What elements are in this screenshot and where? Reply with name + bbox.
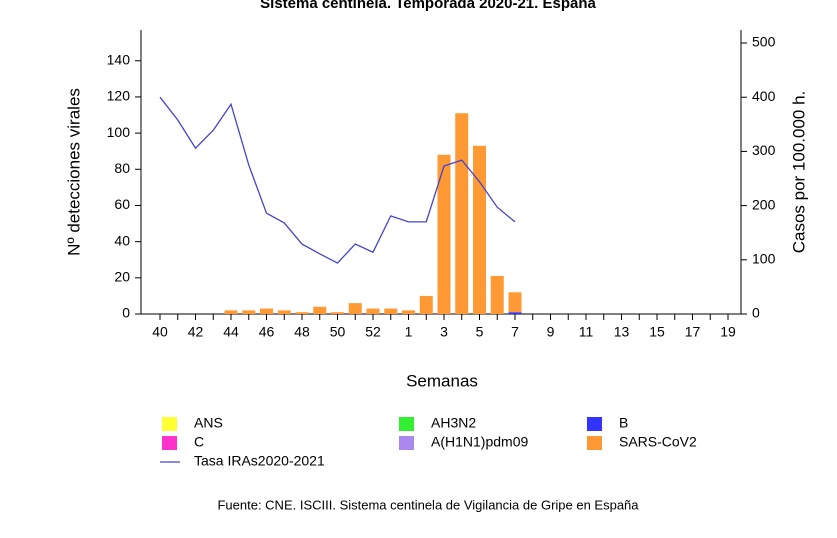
legend-label: C: [194, 434, 204, 450]
bar: [402, 310, 415, 314]
bar: [508, 312, 522, 314]
legend-label: B: [619, 415, 628, 431]
y-axis-label: Nº detecciones virales: [64, 88, 83, 256]
bar: [455, 113, 469, 314]
bar: [242, 310, 256, 314]
y2-tick-label: 500: [752, 34, 776, 50]
x-tick-label: 1: [405, 324, 413, 340]
legend-label: Tasa IRAs2020-2021: [194, 453, 325, 469]
bar: [384, 308, 398, 314]
x-tick-label: 50: [330, 324, 346, 340]
x-tick-label: 11: [579, 324, 594, 340]
y-tick-label: 80: [114, 160, 130, 176]
x-tick-label: 13: [614, 324, 630, 340]
y2-tick-label: 400: [752, 88, 776, 104]
x-tick-label: 19: [720, 324, 736, 340]
legend-label: SARS-CoV2: [619, 434, 697, 450]
y2-tick-label: 300: [752, 142, 776, 158]
y2-tick-label: 0: [752, 305, 760, 321]
bar: [508, 292, 522, 313]
legend-swatch: [162, 436, 177, 450]
y2-tick-label: 200: [752, 196, 776, 212]
y-tick-label: 100: [107, 124, 131, 140]
x-tick-label: 3: [440, 324, 448, 340]
bar: [419, 295, 433, 314]
legend-label: ANS: [194, 415, 223, 431]
legend-swatch: [587, 436, 602, 450]
bar: [366, 308, 380, 314]
legend-swatch: [399, 436, 414, 450]
bar: [260, 308, 273, 314]
y-tick-label: 20: [114, 269, 130, 285]
x-tick-label: 46: [259, 324, 275, 340]
bar: [295, 312, 309, 314]
x-tick-label: 44: [223, 324, 239, 340]
y-tick-label: 120: [107, 88, 131, 104]
x-tick-label: 9: [547, 324, 555, 340]
x-axis-label: Semanas: [406, 371, 478, 390]
bar: [313, 306, 327, 314]
y-tick-label: 40: [114, 232, 130, 248]
y2-axis-label: Casos por 100.000 h.: [789, 91, 808, 254]
line: [159, 96, 516, 264]
x-tick-label: 52: [365, 324, 381, 340]
x-tick-label: 17: [685, 324, 701, 340]
y2-tick-label: 100: [752, 251, 776, 267]
source-note: Fuente: CNE. ISCIII. Sistema centinela d…: [217, 497, 639, 512]
x-tick-label: 7: [511, 324, 519, 340]
y-tick-label: 0: [122, 305, 130, 321]
legend-swatch: [587, 417, 602, 431]
legend-label: AH3N2: [431, 415, 476, 431]
bar: [437, 154, 451, 314]
x-tick-label: 40: [152, 324, 168, 340]
bar: [331, 312, 344, 314]
x-tick-label: 42: [188, 324, 204, 340]
legend-label: A(H1N1)pdm09: [431, 434, 528, 450]
y-tick-label: 140: [107, 51, 131, 67]
bar: [473, 145, 486, 314]
bar: [490, 276, 504, 314]
bar: [224, 310, 238, 314]
chart-title: Sistema centinela. Temporada 2020-21. Es…: [260, 0, 596, 12]
y-tick-label: 60: [114, 196, 130, 212]
x-tick-label: 48: [294, 324, 310, 340]
bar: [277, 310, 291, 314]
x-tick-label: 5: [476, 324, 484, 340]
legend-swatch: [399, 417, 414, 431]
bar: [348, 303, 362, 314]
x-tick-label: 15: [649, 324, 665, 340]
legend-swatch: [162, 417, 177, 431]
